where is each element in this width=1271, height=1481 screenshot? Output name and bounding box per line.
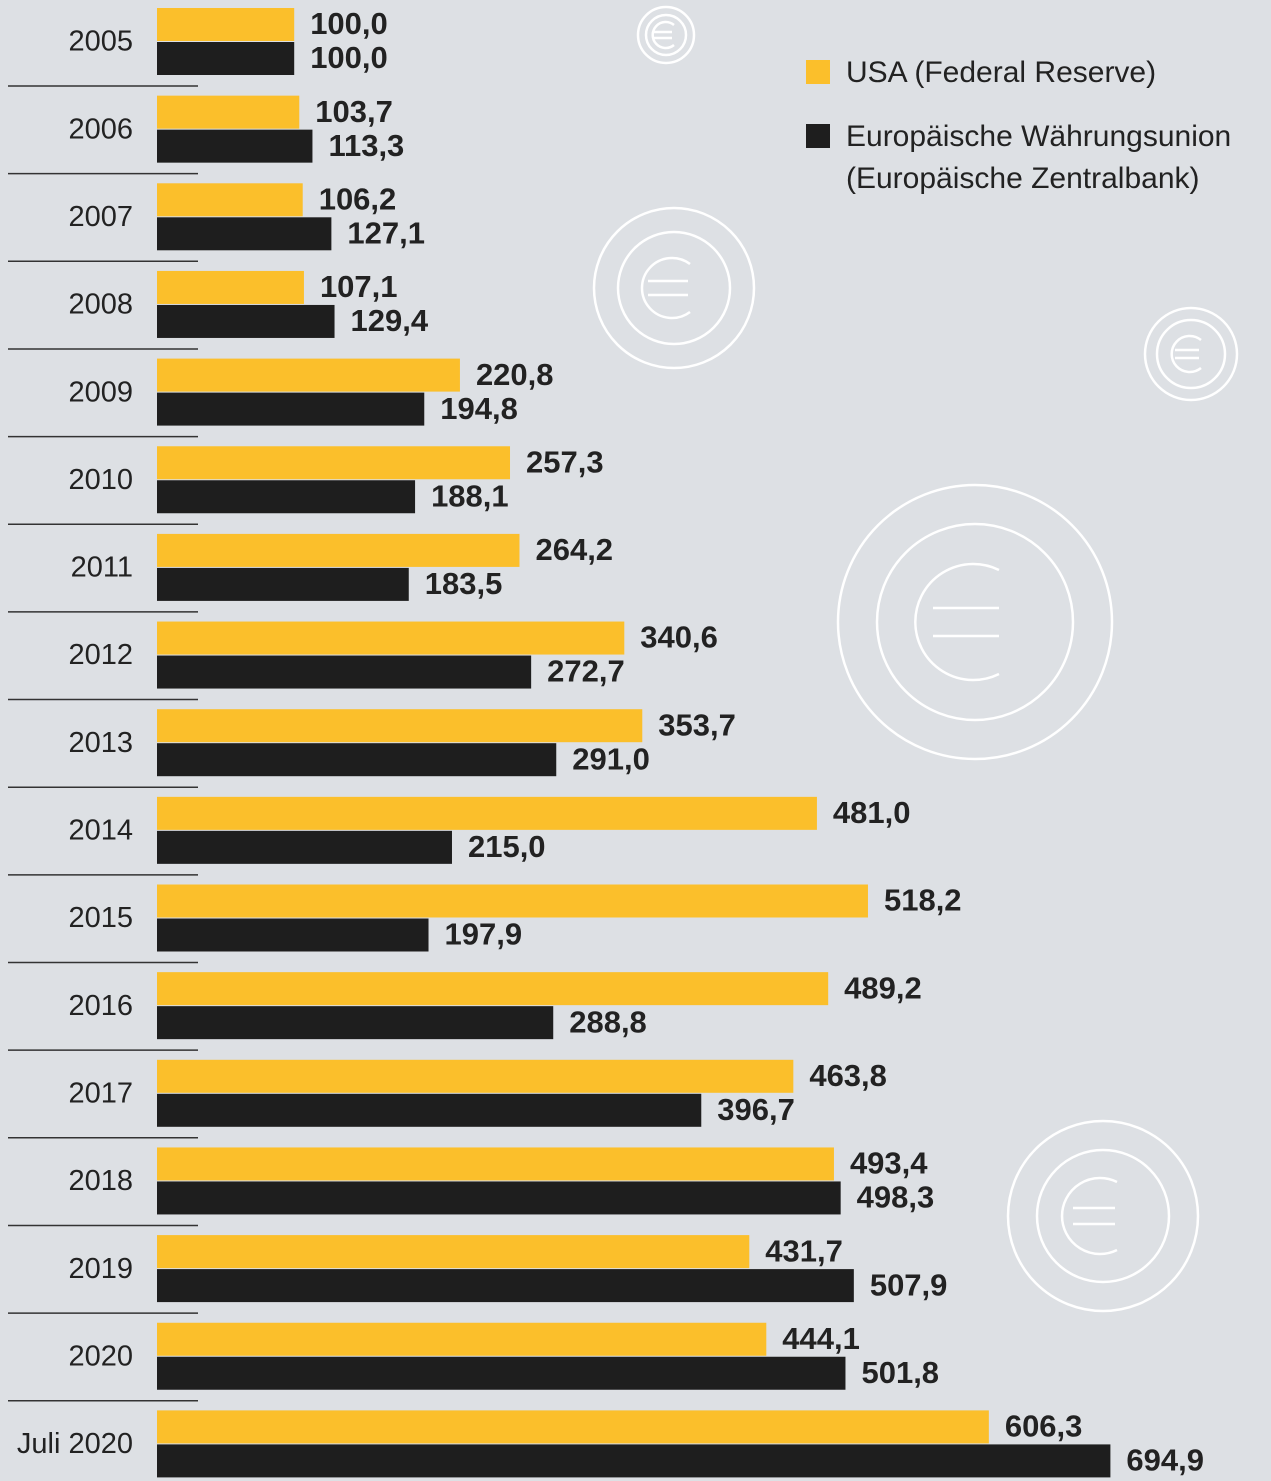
value-label: 507,9 <box>870 1267 948 1302</box>
value-label: 694,9 <box>1126 1443 1204 1478</box>
value-label: 606,3 <box>1005 1409 1083 1444</box>
category-label: 2009 <box>68 376 133 408</box>
legend-label: Europäische Währungsunion (Europäische Z… <box>846 116 1261 200</box>
value-label: 188,1 <box>431 478 509 513</box>
bar <box>157 1444 1110 1477</box>
legend-item: USA (Federal Reserve) <box>806 52 1266 94</box>
bar <box>157 305 335 338</box>
value-label: 257,3 <box>526 444 604 479</box>
value-label: 272,7 <box>547 654 625 689</box>
category-label: 2018 <box>68 1165 133 1197</box>
bar <box>157 885 868 918</box>
bar <box>157 1094 701 1127</box>
value-label: 100,0 <box>310 40 388 75</box>
value-label: 127,1 <box>347 215 425 250</box>
value-label: 100,0 <box>310 6 388 41</box>
bar <box>157 534 519 567</box>
value-label: 129,4 <box>351 303 429 338</box>
bar <box>157 42 294 75</box>
value-label: 106,2 <box>319 181 397 216</box>
legend-swatch <box>806 124 830 148</box>
value-label: 197,9 <box>445 917 523 952</box>
bar <box>157 96 299 129</box>
category-label: 2019 <box>68 1253 133 1285</box>
value-label: 431,7 <box>765 1233 843 1268</box>
legend-swatch <box>806 60 830 84</box>
category-label: 2007 <box>68 201 133 233</box>
value-label: 103,7 <box>315 94 393 129</box>
value-label: 107,1 <box>320 269 398 304</box>
category-label: 2014 <box>68 815 133 847</box>
bar <box>157 359 460 392</box>
bar <box>157 130 312 163</box>
bar <box>157 1357 845 1390</box>
value-label: 463,8 <box>809 1058 887 1093</box>
bar <box>157 183 303 216</box>
value-label: 340,6 <box>640 620 718 655</box>
bar <box>157 919 429 952</box>
category-label: 2006 <box>68 113 133 145</box>
category-label: 2015 <box>68 902 133 934</box>
value-label: 288,8 <box>569 1004 647 1039</box>
bar <box>157 1181 841 1214</box>
value-label: 518,2 <box>884 883 962 918</box>
legend-item: Europäische Währungsunion (Europäische Z… <box>806 116 1266 200</box>
bar <box>157 972 828 1005</box>
bar <box>157 1060 793 1093</box>
category-label: 2008 <box>68 289 133 321</box>
category-label: Juli 2020 <box>17 1428 133 1460</box>
value-label: 194,8 <box>440 391 518 426</box>
chart: 2005 100,0100,0 2006 103,7113,3 2007 106,2127… <box>0 0 1271 1481</box>
category-label: 2016 <box>68 990 133 1022</box>
legend-label: USA (Federal Reserve) <box>846 52 1261 94</box>
bar <box>157 1410 989 1443</box>
value-label: 264,2 <box>535 532 613 567</box>
value-label: 291,0 <box>572 741 650 776</box>
value-label: 220,8 <box>476 357 554 392</box>
bar <box>157 1235 749 1268</box>
bar <box>157 743 556 776</box>
bar <box>157 831 452 864</box>
page: 2005 100,0100,0 2006 103,7113,3 2007 106,2127… <box>0 0 1271 1481</box>
value-label: 215,0 <box>468 829 546 864</box>
category-label: 2017 <box>68 1077 133 1109</box>
bar <box>157 217 331 250</box>
bar <box>157 446 510 479</box>
bar <box>157 797 817 830</box>
category-label: 2010 <box>68 464 133 496</box>
bar <box>157 393 424 426</box>
bar <box>157 656 531 689</box>
bar <box>157 1147 834 1180</box>
bar <box>157 1269 854 1302</box>
bar <box>157 709 642 742</box>
value-label: 498,3 <box>857 1180 935 1215</box>
category-label: 2011 <box>71 552 133 584</box>
category-label: 2013 <box>68 727 133 759</box>
bar <box>157 1323 766 1356</box>
value-label: 353,7 <box>658 707 736 742</box>
category-label: 2005 <box>68 26 133 58</box>
value-label: 501,8 <box>861 1355 939 1390</box>
category-label: 2020 <box>68 1340 133 1372</box>
bar <box>157 1006 553 1039</box>
bar <box>157 271 304 304</box>
value-label: 113,3 <box>328 128 404 163</box>
category-label: 2012 <box>68 639 133 671</box>
value-label: 396,7 <box>717 1092 795 1127</box>
bar <box>157 8 294 41</box>
value-label: 493,4 <box>850 1146 928 1181</box>
bar <box>157 480 415 513</box>
legend: USA (Federal Reserve) Europäische Währung… <box>806 52 1266 222</box>
bar <box>157 568 409 601</box>
value-label: 481,0 <box>833 795 911 830</box>
bar <box>157 622 624 655</box>
value-label: 183,5 <box>425 566 503 601</box>
value-label: 489,2 <box>844 970 922 1005</box>
value-label: 444,1 <box>782 1321 860 1356</box>
